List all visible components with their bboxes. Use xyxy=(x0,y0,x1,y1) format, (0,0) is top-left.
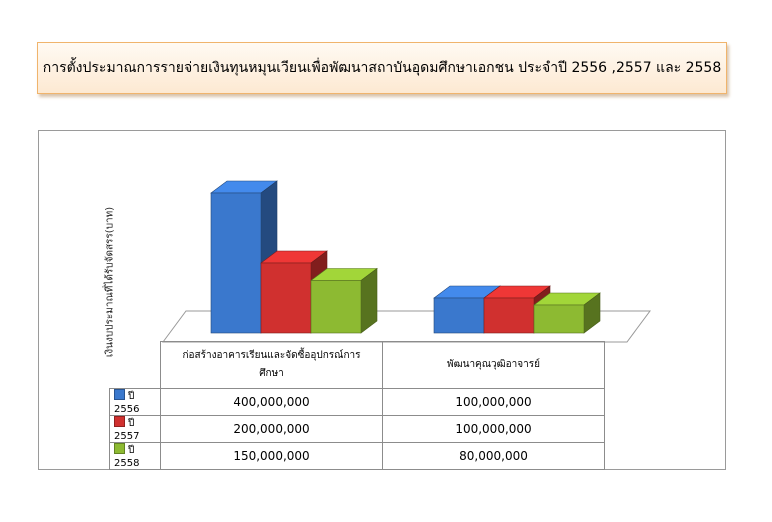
bar xyxy=(533,304,585,334)
data-cell: 100,000,000 xyxy=(382,388,605,416)
legend-swatch xyxy=(114,389,125,400)
bar xyxy=(310,280,362,334)
category-label-2: พัฒนาคุณวุฒิอาจารย์ xyxy=(382,341,605,389)
bar xyxy=(260,262,312,334)
legend-entry-2558: ปี 2558 xyxy=(109,442,161,470)
data-table-corner xyxy=(109,341,161,389)
bar xyxy=(433,297,485,334)
legend-entry-2556: ปี 2556 xyxy=(109,388,161,416)
data-cell: 100,000,000 xyxy=(382,415,605,443)
legend-swatch xyxy=(114,443,125,454)
y-axis-label: เงินงบประมาณที่ได้รับจัดสรร(บาท) xyxy=(104,206,116,358)
category-label-1: ก่อสร้างอาคารเรียนและจัดซื้ออุปกรณ์การศึ… xyxy=(160,341,383,389)
data-table-row: ปี 2557 200,000,000 100,000,000 xyxy=(109,415,605,443)
data-table: ก่อสร้างอาคารเรียนและจัดซื้ออุปกรณ์การศึ… xyxy=(109,341,605,470)
data-cell: 400,000,000 xyxy=(160,388,383,416)
data-cell: 150,000,000 xyxy=(160,442,383,470)
data-cell: 200,000,000 xyxy=(160,415,383,443)
bar-chart-3d xyxy=(162,180,651,343)
chart-title: การตั้งประมาณการรายจ่ายเงินทุนหมุนเวียนเ… xyxy=(42,60,722,76)
data-cell: 80,000,000 xyxy=(382,442,605,470)
bar xyxy=(210,192,262,334)
chart-title-banner: การตั้งประมาณการรายจ่ายเงินทุนหมุนเวียนเ… xyxy=(37,42,727,94)
legend-entry-2557: ปี 2557 xyxy=(109,415,161,443)
bar xyxy=(483,297,535,334)
data-table-row: ปี 2556 400,000,000 100,000,000 xyxy=(109,388,605,416)
data-table-header-row: ก่อสร้างอาคารเรียนและจัดซื้ออุปกรณ์การศึ… xyxy=(109,341,605,389)
legend-swatch xyxy=(114,416,125,427)
data-table-row: ปี 2558 150,000,000 80,000,000 xyxy=(109,442,605,470)
